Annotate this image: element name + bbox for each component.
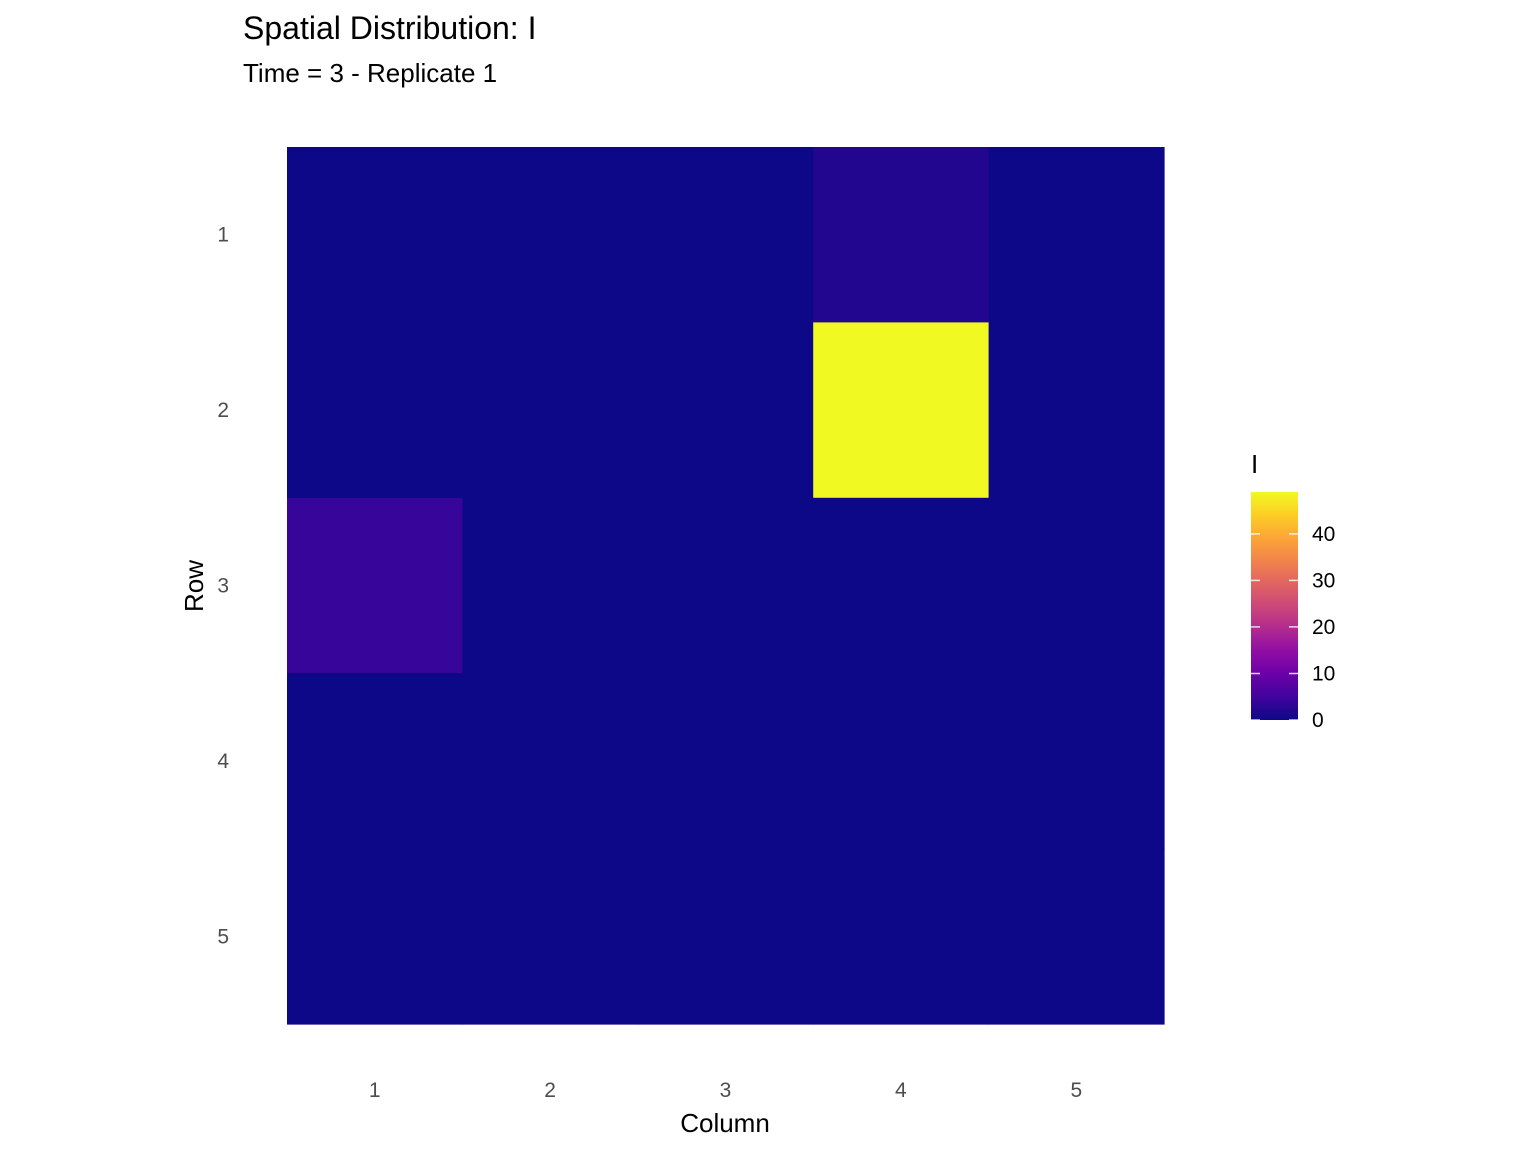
y-tick-label: 5 — [217, 925, 229, 948]
heatmap-cell-r5-c3 — [637, 848, 814, 1025]
heatmap-cell-r4-c1 — [287, 673, 463, 850]
y-axis-title: Row — [179, 560, 209, 612]
legend-tick-label: 0 — [1312, 709, 1324, 732]
heatmap-cell-r2-c2 — [462, 322, 639, 499]
legend-ticks: 0 10 20 30 40 — [1251, 523, 1335, 732]
heatmap-cell-r3-c4 — [813, 497, 990, 674]
heatmap-cell-r5-c2 — [462, 848, 639, 1025]
heatmap-cell-r3-c1 — [287, 497, 463, 674]
heatmap-cell-r1-c2 — [462, 147, 639, 323]
y-axis-ticks: 1 2 3 4 5 — [217, 224, 229, 949]
y-tick-label: 3 — [217, 575, 229, 598]
heatmap-cell-r1-c3 — [637, 147, 814, 323]
legend-tick-label: 10 — [1312, 663, 1335, 686]
y-tick-label: 2 — [217, 399, 229, 422]
heatmap-cell-r2-c4 — [813, 322, 990, 499]
x-tick-label: 3 — [720, 1079, 732, 1102]
heatmap-cell-r2-c3 — [637, 322, 814, 499]
heatmap-cell-r1-c1 — [287, 147, 463, 323]
heatmap-cell-r5-c5 — [988, 848, 1165, 1025]
heatmap-cell-r5-c1 — [287, 848, 463, 1025]
y-tick-label: 4 — [217, 750, 229, 773]
heatmap-cell-r4-c3 — [637, 673, 814, 850]
heatmap-cell-r5-c4 — [813, 848, 990, 1025]
chart-subtitle: Time = 3 - Replicate 1 — [243, 58, 498, 88]
legend-tick-label: 30 — [1312, 569, 1335, 592]
x-tick-label: 2 — [544, 1079, 556, 1102]
heatmap-cell-r4-c4 — [813, 673, 990, 850]
heatmap-cell-r1-c4 — [813, 147, 990, 323]
heatmap-cell-r1-c5 — [988, 147, 1165, 323]
y-tick-label: 1 — [217, 224, 229, 247]
heatmap-cell-r4-c5 — [988, 673, 1165, 850]
legend-title: I — [1251, 449, 1258, 479]
x-tick-label: 5 — [1070, 1079, 1082, 1102]
heatmap-cell-r4-c2 — [462, 673, 639, 850]
x-axis-ticks: 1 2 3 4 5 — [369, 1079, 1082, 1102]
heatmap-cell-r3-c2 — [462, 497, 639, 674]
x-axis-title: Column — [680, 1108, 770, 1138]
heatmap-cells — [287, 147, 1165, 1025]
legend-tick-label: 20 — [1312, 616, 1335, 639]
legend-colorbar — [1251, 492, 1298, 720]
x-tick-label: 4 — [895, 1079, 907, 1102]
legend-tick-label: 40 — [1312, 523, 1335, 546]
heatmap-cell-r2-c5 — [988, 322, 1165, 499]
color-legend: I 0 10 20 30 40 — [1251, 449, 1335, 732]
heatmap-cell-r3-c5 — [988, 497, 1165, 674]
heatmap-cell-r3-c3 — [637, 497, 814, 674]
x-tick-label: 1 — [369, 1079, 381, 1102]
chart-title: Spatial Distribution: I — [243, 10, 537, 46]
heatmap-cell-r2-c1 — [287, 322, 463, 499]
